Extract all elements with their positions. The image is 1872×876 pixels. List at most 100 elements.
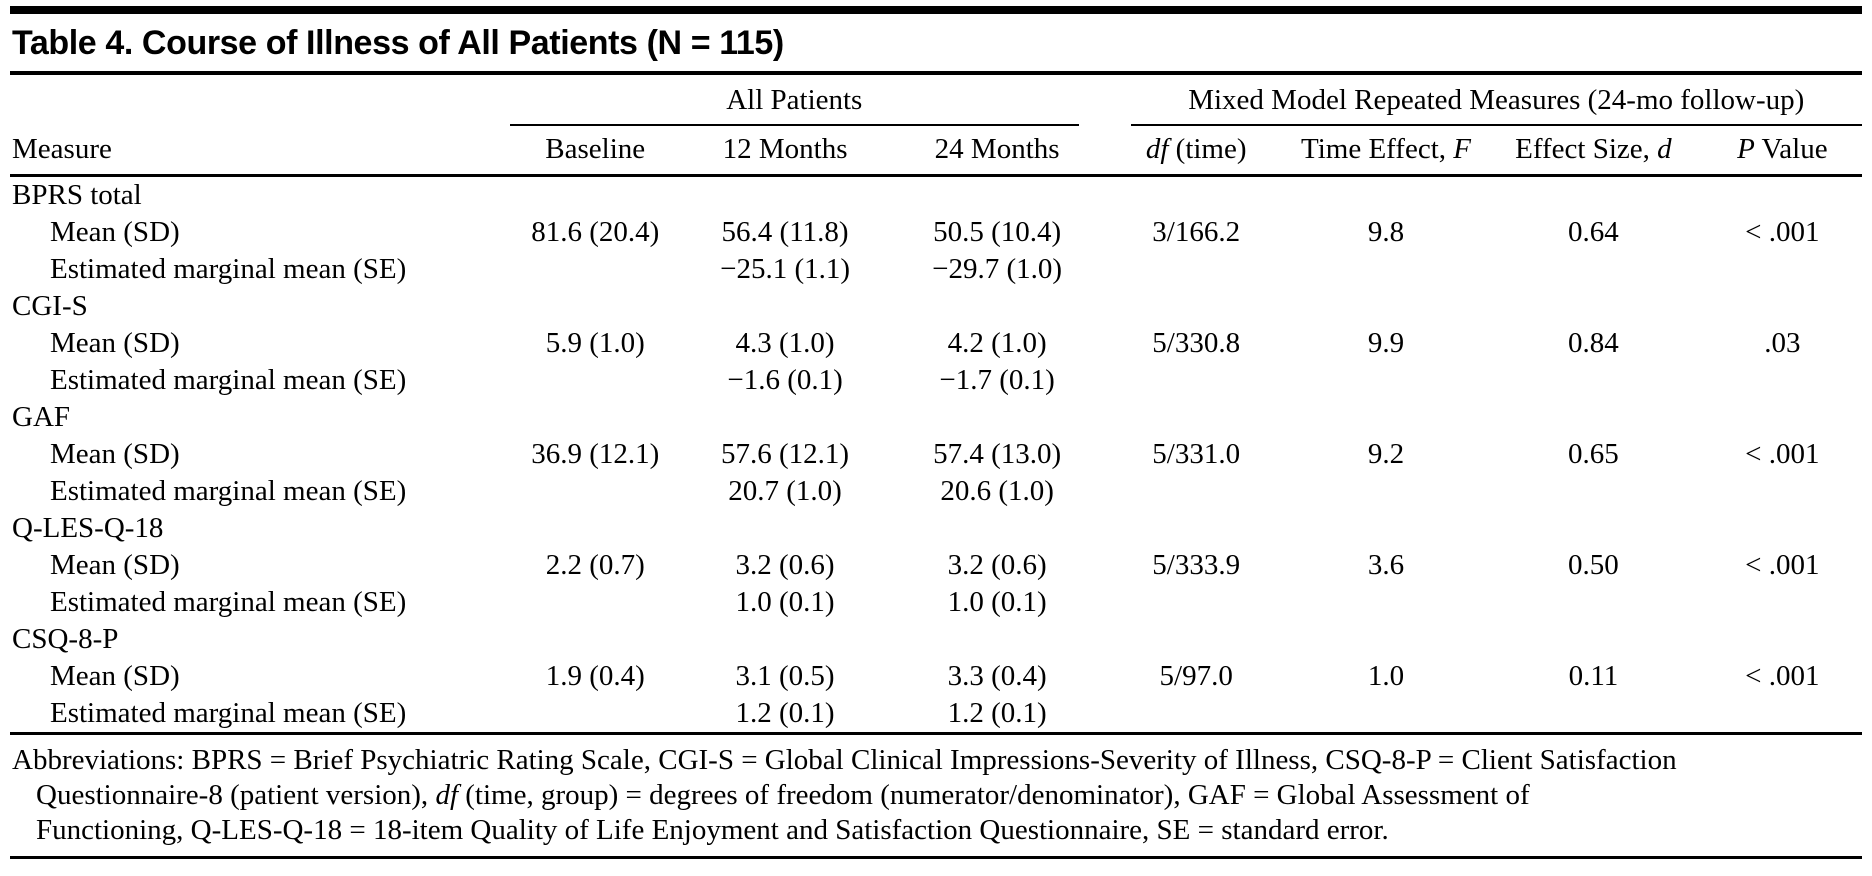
cell-value: 5.9 (1.0) [545,327,645,359]
cell-value: 1.0 (0.1) [735,586,835,618]
text: Abbreviations: BPRS = Brief Psychiatric … [12,744,1677,776]
measure-group-label: BPRS total [12,179,142,211]
cell-value: 57.4 (13.0) [933,438,1062,470]
cell-value [510,251,680,288]
cell-value: 0.64 [1568,216,1619,248]
cell-value: 3.3 (0.4) [947,660,1047,692]
text: Effect Size, [1515,133,1658,165]
cell-value: −1.6 (0.1) [727,364,843,396]
table-row: Estimated marginal mean (SE) −1.6 (0.1) −1… [10,362,1862,399]
cell-value [1484,362,1703,399]
footnote-line: Abbreviations: BPRS = Brief Psychiatric … [12,743,1860,778]
cell-value [1105,473,1288,510]
column-header: 12 Months [680,126,890,177]
table-footnote: Abbreviations: BPRS = Brief Psychiatric … [10,735,1862,854]
cell-value: 0.11 [1568,660,1619,692]
table-row: Mean (SD) 81.6 (20.4) 56.4 (11.8) 50.5 (10.… [10,214,1862,251]
column-header: df (time) [1104,126,1288,177]
column-header: Effect Size, d [1484,126,1703,177]
cell-value: 5/333.9 [1152,549,1241,581]
footnote-line: Questionnaire-8 (patient version), df (t… [12,778,1860,813]
cell-value: 1.0 [1367,660,1405,692]
cell-value: < .001 [1745,438,1820,470]
text: (time, group) = degrees of freedom (nume… [458,779,1530,811]
column-header: P Value [1702,126,1862,177]
cell-value [1484,473,1703,510]
title-rule [10,71,1862,75]
table-row: Mean (SD) 2.2 (0.7) 3.2 (0.6) 3.2 (0.6) 5/33… [10,547,1862,584]
cell-value [1288,362,1484,399]
cell-value: 50.5 (10.4) [933,216,1062,248]
column-header-measure: Measure [10,75,511,177]
cell-value: 5/97.0 [1159,660,1233,692]
cell-value [1703,362,1862,399]
column-group-label: Mixed Model Repeated Measures (24-mo fol… [1130,75,1862,126]
italic-text: df [1145,133,1169,165]
cell-value: 1.9 (0.4) [545,660,645,692]
italic-text: F [1453,133,1471,165]
text: 24 Months [934,133,1060,165]
cell-value [1105,251,1288,288]
cell-value: 3/166.2 [1152,216,1241,248]
cell-value: < .001 [1745,549,1820,581]
cell-value: 5/330.8 [1152,327,1241,359]
table-row: Mean (SD) 5.9 (1.0) 4.3 (1.0) 4.2 (1.0) 5/33… [10,325,1862,362]
cell-value: −1.7 (0.1) [939,364,1055,396]
italic-text: d [1657,133,1672,165]
cell-value: 1.2 (0.1) [947,697,1047,729]
text: Baseline [545,133,646,165]
column-header: Time Effect, F [1287,126,1485,177]
table-row: Estimated marginal mean (SE) 20.7 (1.0) 20… [10,473,1862,510]
footnote-line: Functioning, Q-LES-Q-18 = 18-item Qualit… [12,813,1860,848]
row-label: Mean (SD) [50,438,180,470]
table-row: Estimated marginal mean (SE) −25.1 (1.1) −… [10,251,1862,288]
cell-value [1288,695,1484,734]
cell-value: 0.50 [1568,549,1619,581]
measure-group-label: Q-LES-Q-18 [12,512,164,544]
cell-value: 3.2 (0.6) [735,549,835,581]
italic-text: df [435,779,458,811]
cell-value: 3.6 [1367,549,1405,581]
measure-group-row: GAF [10,399,1862,436]
text: (time) [1168,133,1247,165]
results-table: Measure All Patients Mixed Model Repeated … [10,75,1862,735]
measure-group-label: CGI-S [12,290,88,322]
cell-value: 1.2 (0.1) [735,697,835,729]
measure-group-label: CSQ-8-P [12,623,119,655]
cell-value: 0.84 [1568,327,1619,359]
cell-value [1105,695,1288,734]
cell-value: 9.2 [1367,438,1405,470]
table-row: Mean (SD) 36.9 (12.1) 57.6 (12.1) 57.4 (13.… [10,436,1862,473]
cell-value [510,695,680,734]
top-rule [10,6,1862,14]
cell-value: 9.8 [1367,216,1405,248]
cell-value [1703,473,1862,510]
cell-value: 4.3 (1.0) [735,327,835,359]
cell-value: 1.0 (0.1) [947,586,1047,618]
row-label: Estimated marginal mean (SE) [50,475,407,507]
row-label: Mean (SD) [50,327,180,359]
table-row: Estimated marginal mean (SE) 1.2 (0.1) 1.2… [10,695,1862,734]
cell-value: 5/331.0 [1152,438,1241,470]
cell-value: 56.4 (11.8) [721,216,849,248]
column-header: 24 Months [889,126,1105,177]
cell-value: < .001 [1745,660,1820,692]
cell-value [510,584,680,621]
table-row: Mean (SD) 1.9 (0.4) 3.1 (0.5) 3.3 (0.4) 5/97… [10,658,1862,695]
text: Time Effect, [1301,133,1454,165]
table-row: Estimated marginal mean (SE) 1.0 (0.1) 1.0… [10,584,1862,621]
row-label: Estimated marginal mean (SE) [50,253,407,285]
text: 12 Months [722,133,848,165]
column-header-row: Baseline 12 Months 24 Months df (time) Time … [10,126,1862,177]
cell-value: −29.7 (1.0) [932,253,1063,285]
cell-value: 3.2 (0.6) [947,549,1047,581]
cell-value: 20.6 (1.0) [940,475,1054,507]
text: Value [1754,133,1828,165]
table-title: Table 4. Course of Illness of All Patien… [12,24,784,62]
cell-value [1703,584,1862,621]
row-label: Estimated marginal mean (SE) [50,697,407,729]
measure-group-label: GAF [12,401,71,433]
cell-value [1288,251,1484,288]
column-header: Baseline [510,126,681,177]
